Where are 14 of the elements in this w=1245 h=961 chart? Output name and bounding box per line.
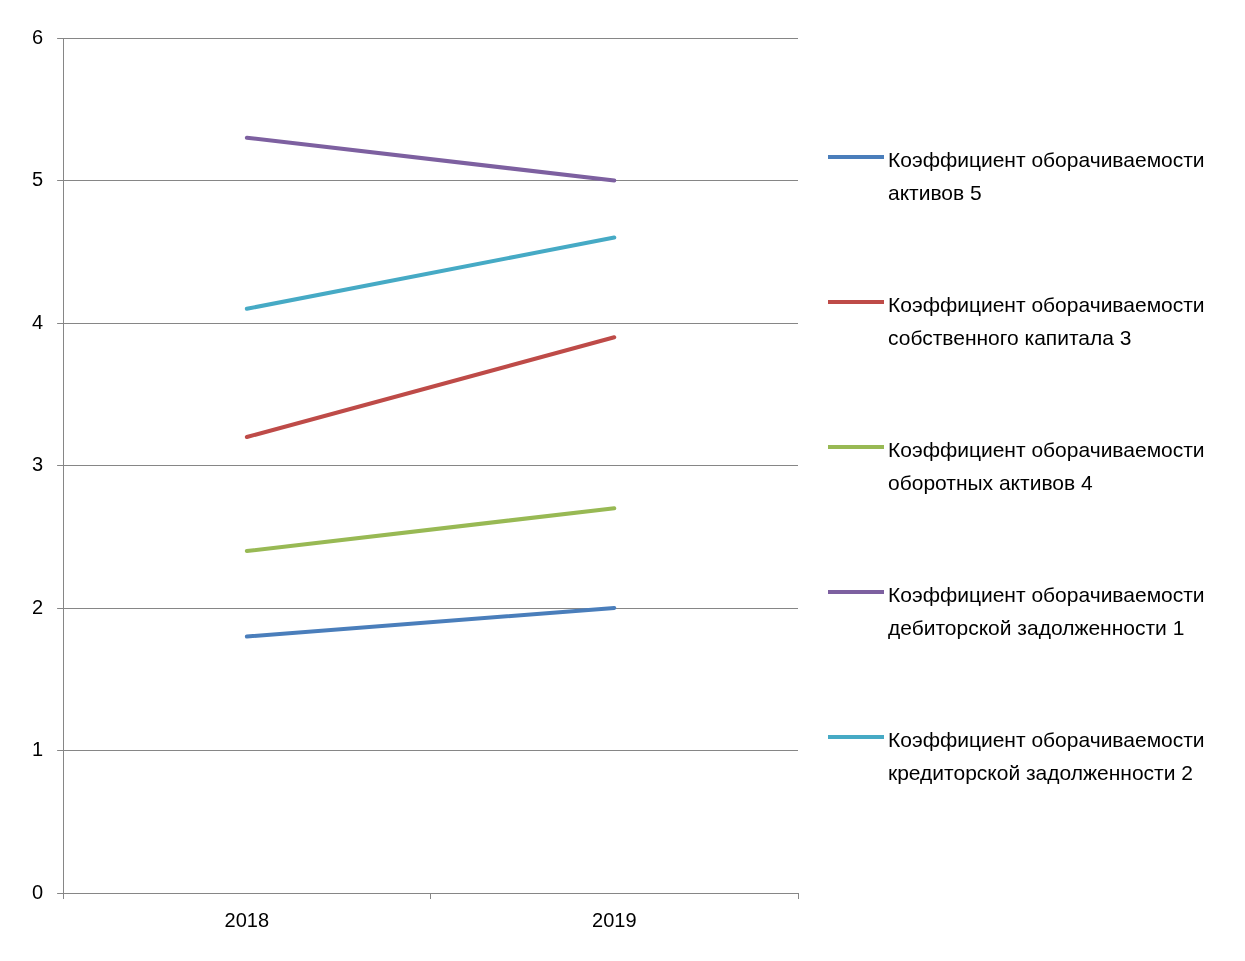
legend-label: Коэффициент оборачиваемости собственного капитала 3 (888, 292, 1206, 351)
y-tick-label: 2 (32, 595, 44, 618)
legend-label: Коэффициент оборачиваемости кредиторской задолженности 2 (888, 727, 1206, 786)
y-tick-label: 6 (32, 25, 44, 48)
y-tick-label: 4 (32, 310, 44, 333)
y-tick-label: 0 (32, 880, 44, 903)
legend-label: Коэффициент оборачиваемости оборотных активов 4 (888, 437, 1206, 496)
x-tick-label: 2019 (592, 908, 637, 931)
legend-label: Коэффициент оборачиваемости дебиторской задолженности 1 (888, 582, 1206, 641)
x-tick-label: 2018 (224, 908, 270, 931)
y-tick-label: 3 (32, 453, 44, 476)
y-tick-label: 5 (32, 168, 44, 191)
legend-label: Коэффициент оборачиваемости активов 5 (888, 147, 1206, 206)
y-tick-label: 1 (32, 738, 44, 761)
